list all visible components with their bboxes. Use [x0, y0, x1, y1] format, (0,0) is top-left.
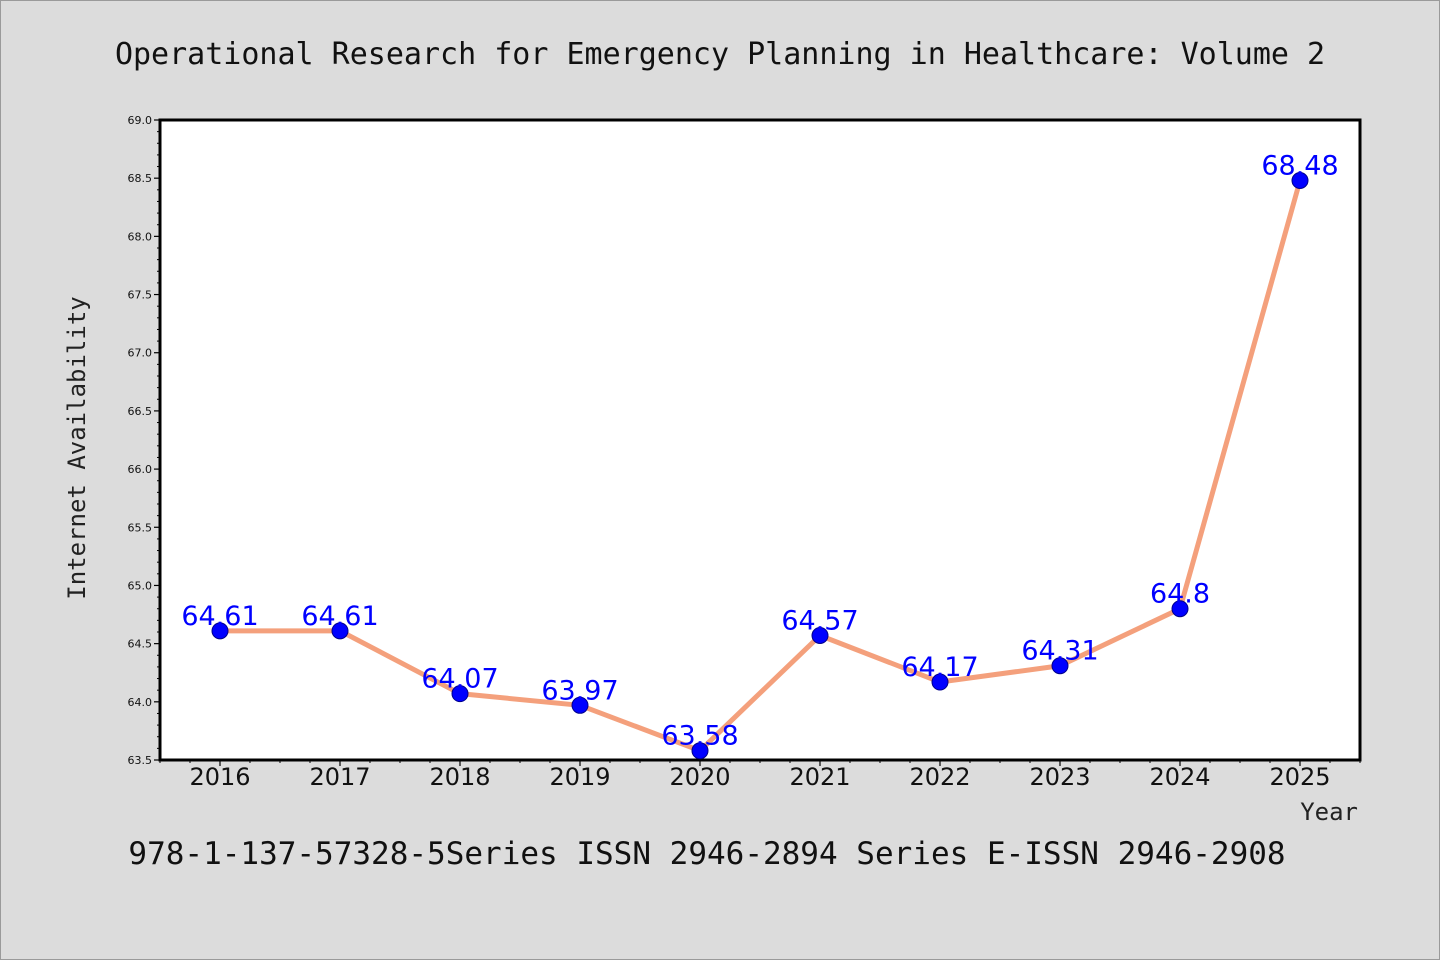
- x-tick-label: 2021: [789, 763, 850, 791]
- data-label: 64.31: [1021, 636, 1098, 667]
- data-label: 68.48: [1261, 151, 1338, 182]
- x-tick-label: 2023: [1029, 763, 1090, 791]
- data-label: 64.07: [421, 664, 498, 695]
- data-point-marker: [571, 696, 589, 714]
- y-tick-label: 65.0: [128, 579, 153, 592]
- plot-area: [158, 118, 1362, 762]
- data-label: 64.61: [181, 601, 258, 632]
- data-labels: 64.61 64.61 64.07 63.97 63.58 64.57 64.17 64.31…: [181, 151, 1338, 752]
- x-tick-label: 2019: [549, 763, 610, 791]
- x-tick-label: 2024: [1149, 763, 1210, 791]
- data-points: [211, 172, 1309, 760]
- data-point-marker: [1171, 600, 1189, 618]
- data-point-marker: [811, 626, 829, 644]
- y-tick-label: 64.5: [128, 638, 153, 651]
- series-line-group: [217, 178, 1303, 754]
- y-tick-label: 64.0: [128, 696, 153, 709]
- y-tick-label: 63.5: [128, 754, 153, 767]
- y-tick-label: 69.0: [128, 114, 153, 127]
- data-point-marker: [931, 673, 949, 691]
- y-tick-label: 66.5: [128, 405, 153, 418]
- x-tick-label: 2020: [669, 763, 730, 791]
- data-label: 64.57: [781, 605, 858, 636]
- y-tick-label: 66.0: [128, 463, 153, 476]
- y-tick-label: 67.0: [128, 347, 153, 360]
- y-axis-ticks: 63.5 64.0 64.5 65.0 65.5 66.0 66.5 67.0 67.5 68.0…: [128, 114, 160, 767]
- y-tick-label: 67.5: [128, 289, 153, 302]
- footer-text: 978-1-137-57328-5Series ISSN 2946-2894 S…: [128, 836, 1285, 872]
- data-point-marker: [1051, 657, 1069, 675]
- x-tick-label: 2016: [189, 763, 250, 791]
- data-label: 64.17: [901, 652, 978, 683]
- x-tick-label: 2025: [1269, 763, 1330, 791]
- x-axis-title: Year: [1300, 798, 1358, 826]
- x-axis-ticks: 2016 2017 2018 2019 2020 2021 2022 2023 2024 2025: [159, 760, 1361, 791]
- y-tick-label: 68.0: [128, 230, 153, 243]
- y-tick-label: 65.5: [128, 521, 153, 534]
- data-point-marker: [691, 742, 709, 760]
- data-label: 63.97: [541, 675, 618, 706]
- chart-title: Operational Research for Emergency Plann…: [115, 37, 1325, 72]
- data-label: 63.58: [661, 721, 738, 752]
- data-point-marker: [1291, 172, 1309, 190]
- x-tick-label: 2017: [309, 763, 370, 791]
- data-label: 64.61: [301, 601, 378, 632]
- x-tick-label: 2018: [429, 763, 490, 791]
- data-point-marker: [451, 685, 469, 703]
- y-axis-title: Internet Availability: [63, 296, 91, 599]
- data-point-marker: [331, 622, 349, 640]
- x-tick-label: 2022: [909, 763, 970, 791]
- series-line: [217, 178, 1303, 754]
- data-label: 64.8: [1150, 579, 1210, 610]
- data-point-marker: [211, 622, 229, 640]
- y-tick-label: 68.5: [128, 172, 153, 185]
